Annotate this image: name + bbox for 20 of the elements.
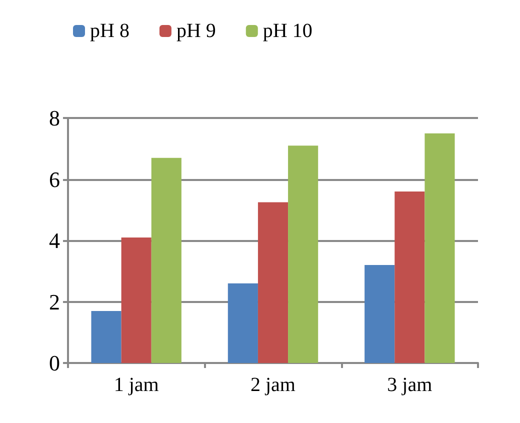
legend-label: pH 10 xyxy=(262,20,312,42)
bar xyxy=(228,283,258,363)
y-tick-label: 8 xyxy=(49,106,60,130)
x-tick-label: 3 jam xyxy=(387,374,433,396)
y-tick-label: 4 xyxy=(49,228,60,253)
x-tick-label: 1 jam xyxy=(114,374,160,396)
legend-label: pH 8 xyxy=(90,20,130,42)
y-tick-label: 6 xyxy=(49,166,60,192)
y-tick-label: 2 xyxy=(49,289,60,314)
bar xyxy=(364,265,395,363)
bar xyxy=(394,192,425,363)
bar xyxy=(424,133,455,363)
y-tick-label: 0 xyxy=(49,350,60,376)
bar xyxy=(258,202,288,363)
bar xyxy=(121,237,152,363)
x-tick-label: 2 jam xyxy=(250,374,296,396)
bar xyxy=(151,158,182,363)
bar xyxy=(288,146,318,363)
legend-label: pH 9 xyxy=(176,20,216,42)
bar xyxy=(91,310,122,363)
